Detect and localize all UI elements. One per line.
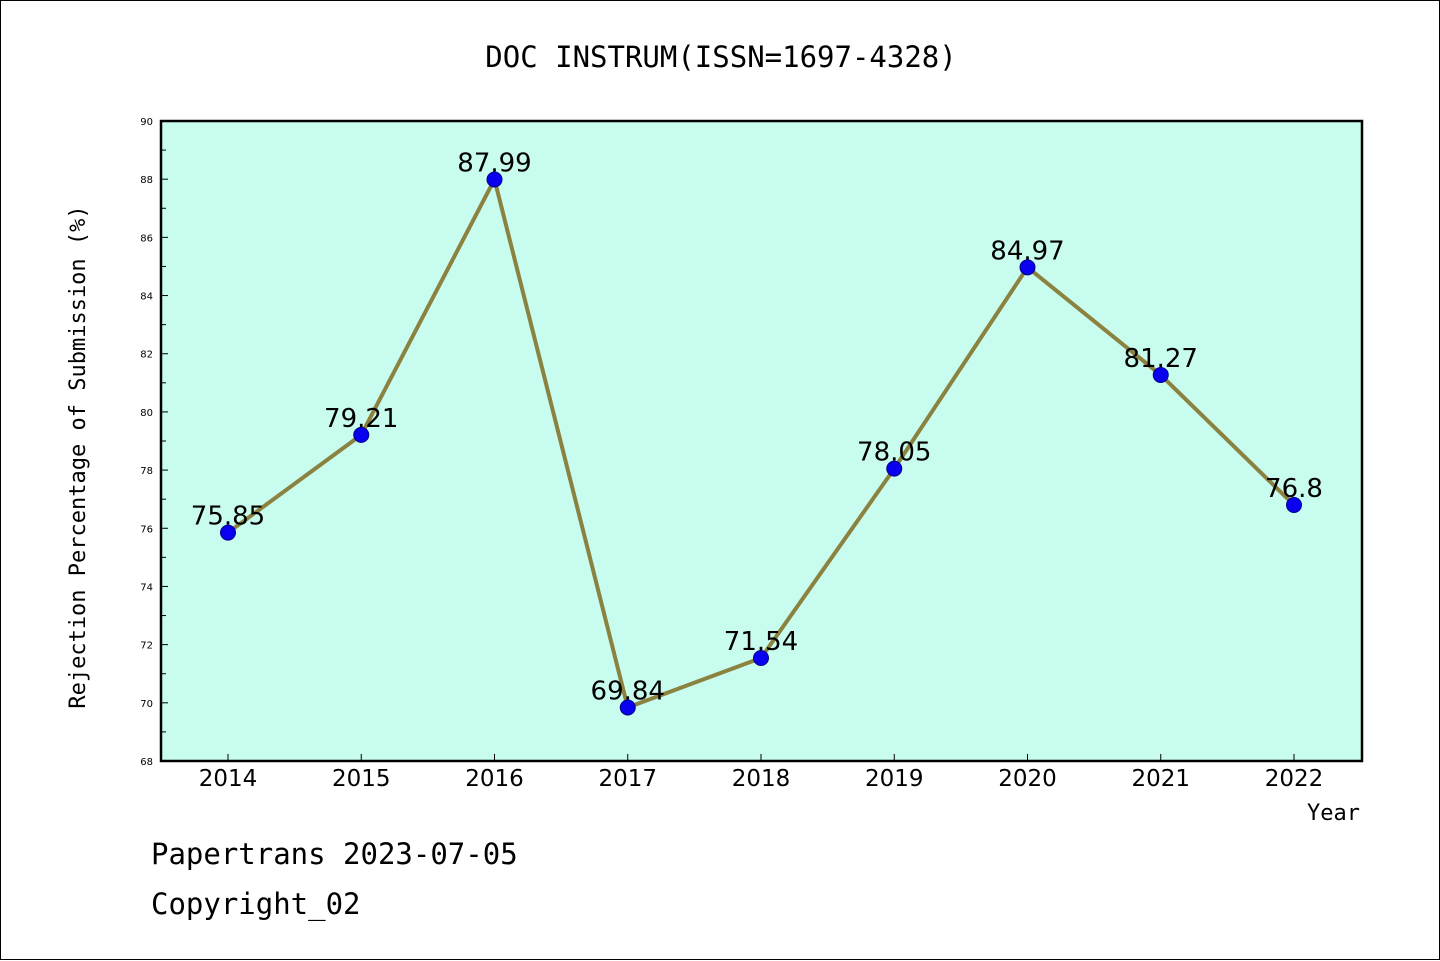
data-point (1152, 366, 1169, 383)
x-axis: 2014 2015 2016 2017 2018 2019 2020 2021 2022 (199, 754, 1324, 792)
y-tick-label: 74 (140, 582, 153, 593)
data-label: 79.21 (324, 404, 398, 434)
y-tick-label: 80 (140, 408, 153, 419)
y-axis-label: Rejection Percentage of Submission (%) (66, 205, 91, 708)
footer-copyright-text: Copyright_02 (151, 887, 361, 922)
data-point (886, 460, 903, 477)
data-point (486, 171, 503, 188)
x-tick-label: 2021 (1131, 766, 1190, 792)
data-label: 71.54 (724, 627, 798, 657)
data-point (1286, 497, 1302, 513)
x-tick-label: 2019 (865, 766, 924, 792)
data-label: 75.85 (191, 502, 265, 532)
x-tick-label: 2014 (199, 766, 258, 792)
chart-title: DOC INSTRUM(ISSN=1697-4328) (485, 40, 956, 74)
y-tick-label: 84 (140, 292, 153, 303)
y-tick-label: 88 (140, 175, 153, 186)
data-point (753, 650, 769, 667)
y-tick-label: 86 (140, 233, 153, 244)
x-axis-label: Year (1307, 801, 1360, 826)
data-point (220, 524, 236, 541)
data-point (353, 426, 370, 443)
data-label: 84.97 (990, 236, 1064, 266)
y-tick-label: 90 (140, 117, 153, 128)
data-label: 81.27 (1124, 344, 1198, 374)
data-point (619, 699, 636, 716)
y-tick-label: 76 (140, 524, 153, 535)
x-tick-label: 2017 (598, 766, 657, 792)
x-tick-label: 2020 (998, 766, 1057, 792)
y-tick-label: 72 (140, 641, 153, 652)
x-tick-label: 2016 (465, 766, 524, 792)
y-tick-label: 70 (140, 699, 153, 710)
y-tick-label: 82 (140, 350, 153, 361)
y-tick-label: 78 (140, 466, 153, 477)
data-label: 69.84 (591, 676, 665, 706)
y-tick-label: 68 (140, 757, 153, 768)
data-label: 78.05 (857, 438, 931, 468)
x-tick-label: 2022 (1265, 766, 1324, 792)
data-label: 87.99 (457, 148, 531, 178)
x-tick-label: 2015 (332, 766, 391, 792)
x-tick-label: 2018 (732, 766, 791, 792)
series-line-group: 75.85 79.21 87.99 69.84 71.54 78.05 84.97 81.27… (191, 148, 1323, 716)
data-label: 76.8 (1265, 474, 1323, 504)
y-axis: 68 70 72 74 76 78 80 82 84 86 88 90 (140, 117, 168, 768)
footer-date-text: Papertrans 2023-07-05 (151, 837, 518, 871)
data-point (1019, 259, 1036, 276)
